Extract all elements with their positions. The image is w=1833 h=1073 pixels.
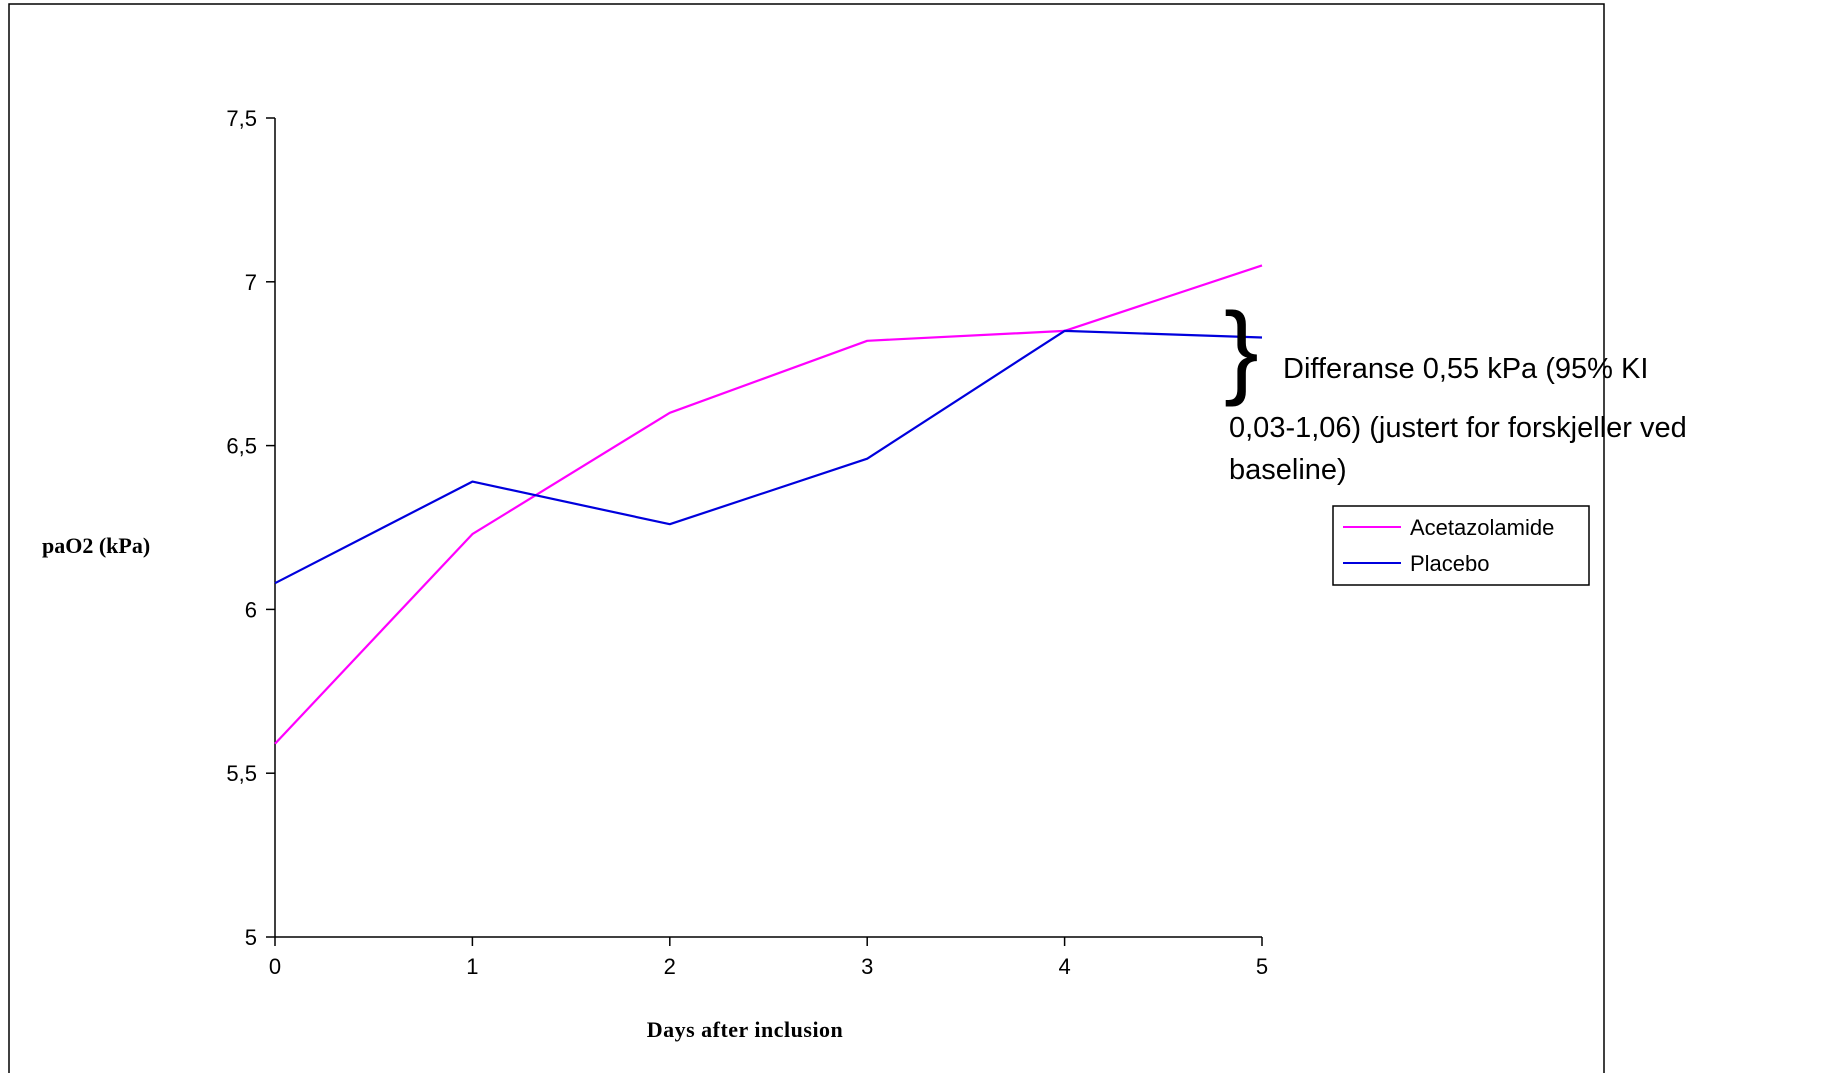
- x-tick-label: 0: [269, 954, 281, 979]
- x-tick-label: 4: [1058, 954, 1070, 979]
- legend-label-acetazolamide: Acetazolamide: [1410, 515, 1554, 540]
- x-axis-title: Days after inclusion: [647, 1017, 844, 1042]
- legend-box: [1332, 505, 1590, 586]
- legend: Acetazolamide Placebo: [1332, 505, 1590, 586]
- x-tick-label: 2: [664, 954, 676, 979]
- x-axis: 0 1 2 3 4 5: [269, 936, 1268, 979]
- annotation-line-2: 0,03-1,06) (justert for forskjeller ved: [1229, 412, 1687, 444]
- y-tick-label: 7: [245, 270, 257, 295]
- y-tick-label: 6,5: [226, 434, 257, 459]
- series-line-placebo: [274, 329, 1263, 585]
- y-tick-label: 7,5: [226, 106, 257, 131]
- y-axis: 5 5,5 6 6,5 7 7,5: [226, 106, 276, 950]
- x-tick-label: 3: [861, 954, 873, 979]
- annotation-line-3: baseline): [1229, 454, 1347, 486]
- series-line-acetazolamide: [274, 264, 1263, 745]
- legend-label-placebo: Placebo: [1410, 551, 1490, 576]
- y-tick-label: 6: [245, 597, 257, 622]
- series-layer: [274, 264, 1263, 745]
- x-tick-label: 5: [1256, 954, 1268, 979]
- y-tick-label: 5: [245, 925, 257, 950]
- x-tick-label: 1: [466, 954, 478, 979]
- annotation-brace: }: [1224, 292, 1259, 408]
- annotation-line-1: Differanse 0,55 kPa (95% KI: [1283, 353, 1648, 385]
- y-tick-label: 5,5: [226, 761, 257, 786]
- y-axis-title: paO2 (kPa): [42, 533, 150, 558]
